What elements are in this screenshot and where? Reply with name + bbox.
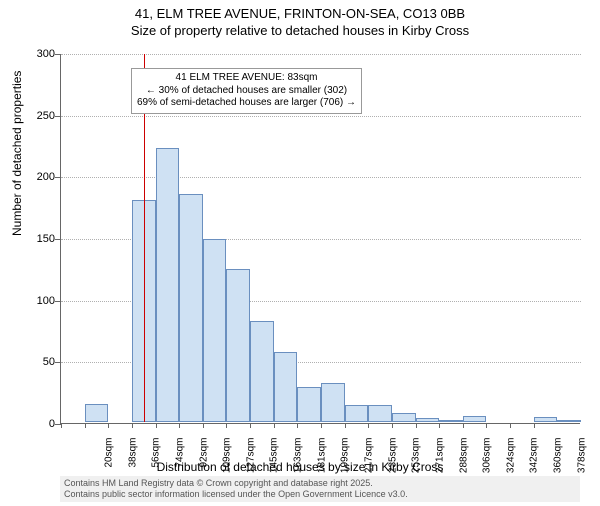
plot-area: 05010015020025030020sqm38sqm56sqm74sqm92… bbox=[60, 54, 580, 424]
histogram-bar bbox=[156, 148, 180, 422]
gridline bbox=[61, 54, 581, 55]
page-title-line2: Size of property relative to detached ho… bbox=[0, 23, 600, 38]
gridline bbox=[61, 116, 581, 117]
histogram-bar bbox=[345, 405, 369, 422]
histogram-bar bbox=[534, 417, 558, 422]
y-tick-label: 100 bbox=[21, 295, 55, 307]
attribution-line2: Contains public sector information licen… bbox=[64, 489, 576, 500]
attribution-line1: Contains HM Land Registry data © Crown c… bbox=[64, 478, 576, 489]
histogram-bar bbox=[250, 321, 274, 422]
histogram-bar bbox=[439, 420, 463, 422]
callout-box: 41 ELM TREE AVENUE: 83sqm← 30% of detach… bbox=[131, 68, 362, 114]
histogram-bar bbox=[179, 194, 203, 422]
histogram-bar bbox=[297, 387, 321, 422]
histogram-bar bbox=[321, 383, 345, 422]
histogram-bar bbox=[203, 239, 227, 422]
y-tick-label: 200 bbox=[21, 171, 55, 183]
y-tick-label: 150 bbox=[21, 233, 55, 245]
histogram-bar bbox=[392, 413, 416, 422]
histogram-bar bbox=[274, 352, 298, 422]
y-tick-label: 50 bbox=[21, 356, 55, 368]
histogram-bar bbox=[416, 418, 440, 422]
histogram-bar bbox=[85, 404, 109, 423]
callout-line: 69% of semi-detached houses are larger (… bbox=[137, 97, 356, 110]
y-axis-label: Number of detached properties bbox=[10, 71, 24, 236]
callout-line: 41 ELM TREE AVENUE: 83sqm bbox=[137, 72, 356, 85]
chart-container: 05010015020025030020sqm38sqm56sqm74sqm92… bbox=[60, 54, 580, 424]
histogram-bar bbox=[226, 269, 250, 422]
histogram-bar bbox=[463, 416, 487, 422]
y-tick-label: 0 bbox=[21, 418, 55, 430]
histogram-bar bbox=[557, 420, 581, 422]
attribution: Contains HM Land Registry data © Crown c… bbox=[60, 476, 580, 502]
y-tick-label: 300 bbox=[21, 48, 55, 60]
x-axis-label: Distribution of detached houses by size … bbox=[0, 460, 600, 474]
callout-line: ← 30% of detached houses are smaller (30… bbox=[137, 85, 356, 98]
gridline bbox=[61, 177, 581, 178]
histogram-bar bbox=[368, 405, 392, 422]
page-title-line1: 41, ELM TREE AVENUE, FRINTON-ON-SEA, CO1… bbox=[0, 6, 600, 21]
y-tick-label: 250 bbox=[21, 110, 55, 122]
